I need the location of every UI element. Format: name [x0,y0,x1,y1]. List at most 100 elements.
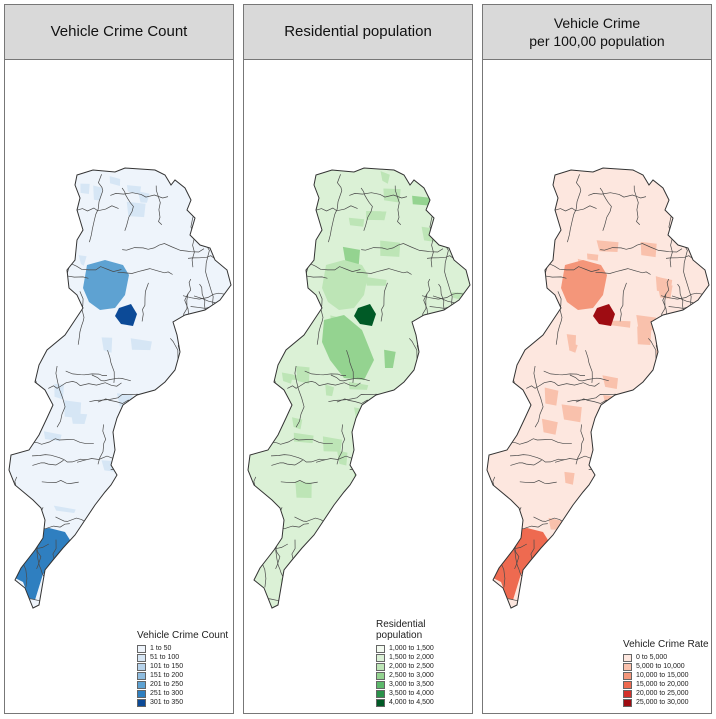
legend-item: 151 to 200 [137,671,228,680]
ward-boundary [453,562,459,608]
ward-boundary [205,246,214,311]
legend-item: 201 to 250 [137,680,228,689]
legend-item: 25,000 to 30,000 [623,698,709,707]
legend-title: Vehicle Crime Count [137,630,228,641]
ward-patch [78,255,87,266]
ward-boundary [619,282,627,322]
ward-boundary [350,504,363,569]
legend-item: 1,500 to 2,000 [376,653,434,662]
ward-patch [637,326,652,345]
ward-patch [568,341,578,353]
panel-title-line: Vehicle Crime Count [50,23,188,40]
ward-patch [295,366,310,384]
map-svg [247,167,471,609]
ward-boundary [91,374,131,382]
ward-boundary [336,424,346,465]
legend-title-line: Vehicle Crime Count [137,630,229,641]
ward-patch [71,413,88,424]
ward-boundary [73,205,119,212]
ward-boundary [74,532,85,594]
ward-boundary [706,395,709,401]
borough-outline [247,167,471,609]
ward-boundary [77,291,85,345]
legend-item: 15,000 to 20,000 [623,680,709,689]
ward-boundary [676,546,686,602]
ward-patch [53,505,76,513]
legend-label: 2,000 to 2,500 [389,662,434,670]
ward-patch [602,375,618,389]
ward-boundary [388,485,400,565]
ward-boundary [595,268,651,275]
legend-swatch [376,644,385,653]
legend-item: 51 to 100 [137,653,228,662]
ward-boundary [551,205,597,212]
ward-boundary [328,393,384,403]
ward-boundary [671,295,709,305]
ward-boundary [493,399,529,409]
ward-boundary [15,399,51,409]
region-base-fill [487,168,709,608]
panel-title-line: per 100,00 population [529,33,665,49]
legend-label: 25,000 to 30,000 [636,698,689,706]
ward-boundary [661,500,709,513]
ward-boundary [286,303,295,335]
ward-boundary [111,504,124,569]
legend-swatch [137,698,146,707]
legend-label: 15,000 to 20,000 [636,680,689,688]
legend-swatch [137,689,146,698]
legend-item: 3,000 to 3,500 [376,680,434,689]
legend-item: 2,500 to 3,000 [376,671,434,680]
ward-boundary [349,467,429,474]
legend-item: 1,000 to 1,500 [376,644,434,653]
legend-label: 1,500 to 2,000 [389,653,434,661]
legend-item: 251 to 300 [137,689,228,698]
legend-item: 10,000 to 15,000 [623,671,709,680]
map-panel: Vehicle Crime per 100,00 population Vehicl… [482,4,712,714]
ward-boundary [304,192,313,223]
ward-patch [127,185,142,195]
ward-patch [322,436,343,452]
ward-boundary [294,365,305,428]
ward-boundary [533,365,544,428]
choropleth-map [5,60,233,713]
panel-title-line: Residential population [284,23,432,40]
hotspot-south-adjacent [553,528,579,556]
ward-boundary [198,546,208,602]
legend-swatch [623,689,632,698]
ward-boundary [110,467,190,474]
ward-boundary [271,459,303,466]
ward-patch [93,185,103,201]
legend-label: 301 to 350 [150,698,184,706]
legend-item: 4,000 to 4,500 [376,698,434,707]
ward-patch [541,418,558,435]
ward-patch [636,315,656,331]
legend-label: 101 to 150 [150,662,184,670]
ward-boundary [519,480,557,484]
ward-boundary [65,370,107,376]
hotspot-city-centre [593,304,615,326]
ward-boundary [115,587,171,600]
ward-boundary [193,295,231,305]
map-panel: Residential population Residential populat… [243,4,473,714]
ward-boundary [633,431,701,439]
ward-boundary [270,219,286,275]
ward-boundary [268,438,333,445]
legend-item: 5,000 to 10,000 [623,662,709,671]
ward-boundary [692,562,698,608]
panel-title: Vehicle Crime Count [5,5,233,60]
ward-boundary [312,205,358,212]
ward-boundary [589,504,602,569]
ward-patch [609,320,631,328]
hotspot-city-centre [354,304,376,326]
borough-outline [8,167,232,609]
ward-boundary [437,546,447,602]
ward-boundary [361,243,444,253]
ward-boundary [89,174,104,243]
legend-swatch [623,671,632,680]
ward-boundary [597,433,658,440]
ward-boundary [89,393,145,403]
ward-boundary [328,174,343,243]
ward-boundary [627,485,639,565]
ward-boundary [515,523,548,530]
ward-boundary [403,480,411,532]
